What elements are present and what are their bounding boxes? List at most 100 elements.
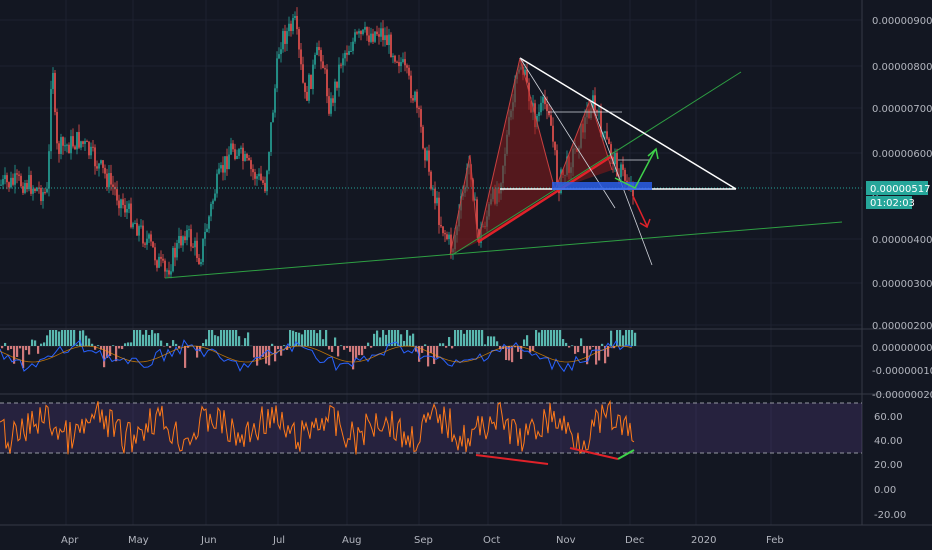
candle-body — [2, 179, 4, 185]
macd-histogram-bar — [499, 346, 502, 350]
macd-histogram-bar — [472, 330, 475, 346]
macd-histogram-bar — [394, 330, 397, 346]
candle-body — [130, 203, 132, 228]
macd-histogram-bar — [283, 345, 286, 346]
time-label: Nov — [556, 535, 576, 546]
rsi-line — [0, 399, 635, 455]
candle-body — [556, 150, 558, 183]
candle-body — [204, 231, 206, 239]
candle-body — [16, 173, 18, 175]
candle-body — [218, 168, 220, 174]
candle-body — [152, 241, 154, 248]
candle-body — [418, 107, 420, 110]
bullish-arrow — [614, 149, 656, 189]
macd-histogram-bar — [532, 346, 535, 351]
candle-body — [442, 226, 444, 234]
macd-histogram-bar — [577, 346, 580, 353]
candle-body — [42, 192, 44, 202]
macd-histogram-bar — [16, 346, 19, 357]
candle-body — [86, 141, 88, 143]
candle-body — [150, 234, 152, 242]
candle-body — [80, 141, 82, 148]
candle-body — [334, 81, 336, 103]
candle-body — [78, 132, 80, 148]
macd-histogram-bar — [466, 330, 469, 346]
time-scale[interactable]: Apr May Jun Jul Aug Sep Oct Nov Dec 2020… — [61, 535, 784, 546]
macd-histogram-bar — [202, 343, 205, 346]
candle-body — [348, 51, 350, 55]
macd-histogram-bar — [79, 330, 82, 346]
macd-histogram-bar — [565, 342, 568, 346]
macd-histogram-bar — [109, 346, 112, 356]
candle-body — [104, 167, 106, 174]
candle-body — [134, 223, 136, 225]
macd-scale[interactable]: 0.00000000 -0.00000010 -0.00000020 — [872, 343, 932, 401]
candle-body — [32, 188, 34, 194]
candle-body — [362, 29, 364, 35]
macd-histogram-bar — [538, 332, 541, 346]
macd-histogram-bar — [232, 330, 235, 346]
candle-body — [268, 151, 270, 171]
macd-histogram-bar — [514, 346, 517, 348]
candle-body — [4, 175, 6, 180]
macd-histogram-bar — [124, 343, 127, 346]
macd-histogram-bar — [301, 334, 304, 346]
rsi-pane — [0, 399, 635, 465]
macd-histogram-bar — [97, 345, 100, 346]
candle-body — [538, 112, 540, 117]
candle-body — [292, 18, 294, 31]
candle-body — [366, 27, 368, 36]
candle-body — [238, 149, 240, 156]
candle-body — [344, 52, 346, 59]
macd-histogram-bar — [319, 330, 322, 346]
candle-body — [524, 69, 526, 75]
candle-body — [250, 160, 252, 170]
candle-body — [474, 199, 476, 201]
grid-lines — [0, 0, 862, 525]
macd-histogram-bar — [625, 330, 628, 346]
candle-body — [158, 256, 160, 268]
candle-body — [616, 152, 618, 177]
macd-histogram-bar — [367, 342, 370, 346]
candle-body — [316, 47, 318, 55]
candle-body — [606, 131, 608, 139]
price-tick: 0.00000900 — [872, 16, 932, 27]
candle-body — [374, 31, 376, 42]
candle-body — [270, 122, 272, 152]
rsi-tick: 0.00 — [874, 485, 896, 496]
candle-body — [446, 234, 448, 240]
rsi-scale[interactable]: 60.00 40.00 20.00 0.00 -20.00 — [874, 412, 906, 521]
macd-histogram-bar — [310, 330, 313, 346]
candle-body — [354, 32, 356, 42]
macd-histogram-bar — [424, 344, 427, 346]
price-tick: 0.00000700 — [872, 104, 932, 115]
time-label: Sep — [414, 535, 433, 546]
bearish-arrowhead — [639, 218, 651, 229]
candle-body — [212, 200, 214, 204]
candle-body — [40, 187, 42, 202]
macd-histogram-bar — [553, 330, 556, 346]
candle-body — [382, 28, 384, 41]
macd-histogram-bar — [439, 343, 442, 346]
candle-body — [448, 234, 450, 240]
bullish-arrowhead — [647, 147, 659, 160]
macd-histogram-bar — [484, 344, 487, 346]
macd-histogram-bar — [373, 333, 376, 346]
macd-histogram-bar — [328, 346, 331, 350]
candle-body — [58, 143, 60, 154]
macd-histogram-bar — [256, 346, 259, 366]
macd-histogram-bar — [100, 346, 103, 350]
macd-histogram-bar — [73, 330, 76, 346]
macd-histogram-bar — [271, 343, 274, 346]
candle-body — [322, 61, 324, 69]
macd-histogram-bar — [199, 346, 202, 352]
candle-body — [444, 233, 446, 235]
candle-body — [476, 199, 478, 230]
macd-histogram-bar — [64, 330, 67, 346]
macd-histogram-bar — [451, 346, 454, 349]
macd-histogram-bar — [91, 343, 94, 346]
time-label: Jun — [200, 535, 217, 546]
candle-body — [338, 64, 340, 88]
